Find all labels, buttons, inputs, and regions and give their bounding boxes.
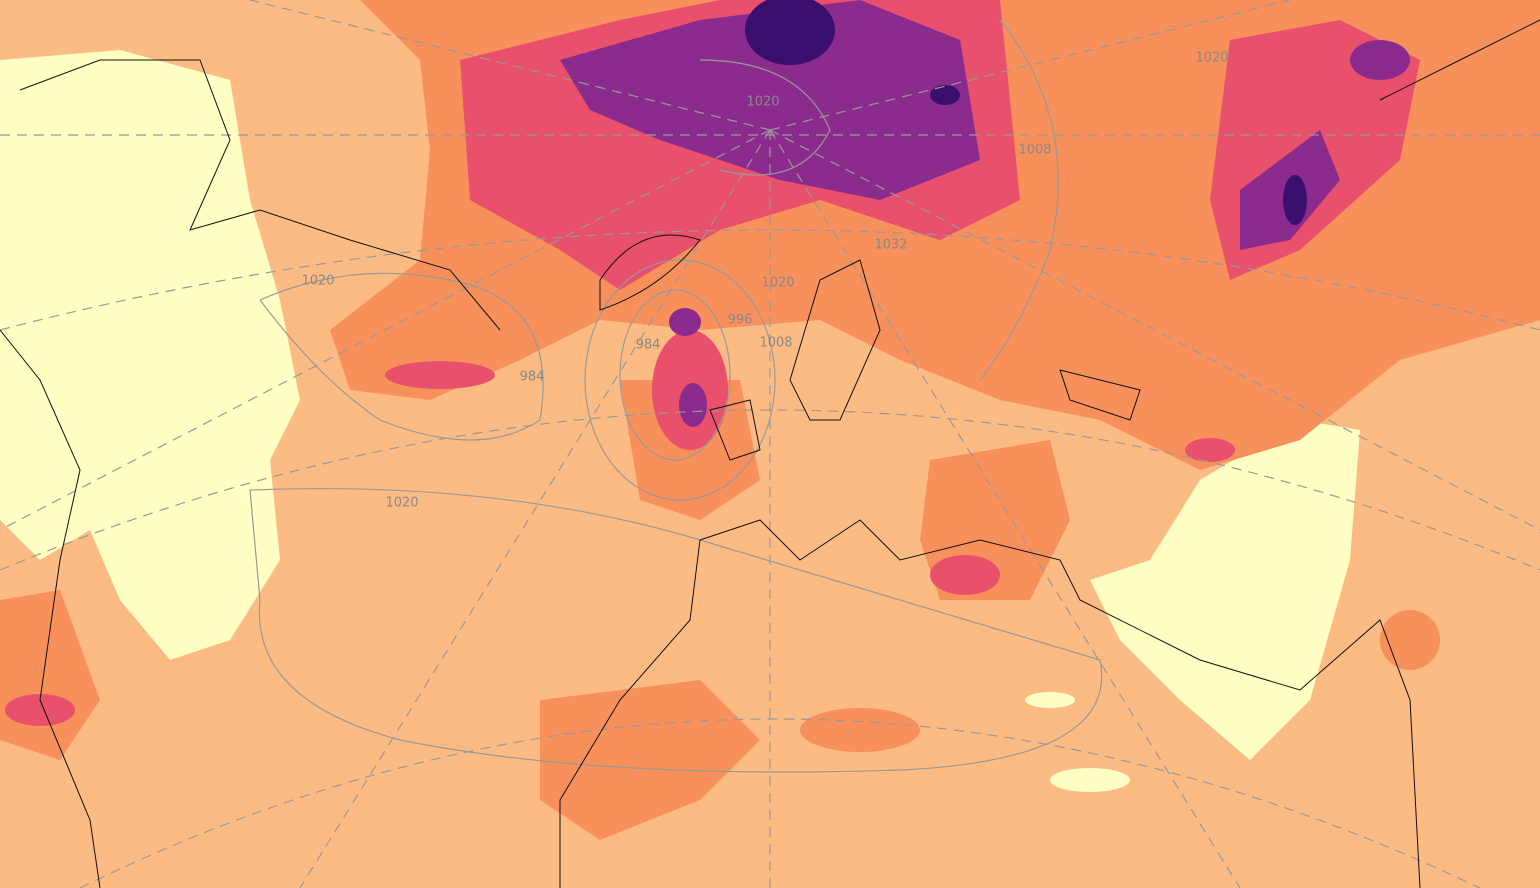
- intense-rain-area: [679, 383, 707, 427]
- coastline: [1059, 369, 1141, 421]
- extreme-rain-area: [930, 85, 960, 105]
- intense-rain-area: [560, 0, 980, 200]
- coastline: [19, 59, 501, 331]
- graticule-line: [299, 129, 771, 888]
- isobar-label: 1020: [385, 496, 418, 511]
- coastline: [0, 329, 101, 888]
- intense-rain-area: [669, 308, 701, 336]
- isobar-label: 984: [520, 370, 545, 385]
- heavy-rain-area: [385, 361, 495, 389]
- pale-regions: [0, 50, 1360, 792]
- isobar: [979, 19, 1059, 381]
- coastline: [699, 519, 1421, 888]
- heavy-rain-area: [930, 555, 1000, 595]
- rain-area: [1380, 610, 1440, 670]
- pale-area: [1025, 692, 1075, 708]
- isobar-labels: 1020 1020 1020 1020 1008 1008 996 984 1032 1020 98…: [301, 51, 1228, 511]
- isobar-label: 996: [728, 313, 753, 328]
- pale-area: [1050, 768, 1130, 792]
- isobar-label: 1020: [761, 276, 794, 291]
- coastline: [559, 539, 701, 888]
- rain-area: [540, 680, 760, 840]
- isobar: [699, 59, 831, 176]
- isobar-label: 1008: [1018, 143, 1051, 158]
- isobar-label: 1008: [759, 336, 792, 351]
- isobar-label: 984: [636, 338, 661, 353]
- graticule-line: [769, 0, 1291, 131]
- extreme-rain-area: [1283, 175, 1307, 225]
- isobar-label: 1020: [746, 95, 779, 110]
- coastline: [599, 234, 701, 311]
- graticule-line: [769, 129, 1241, 888]
- pale-area: [0, 50, 300, 660]
- isobars: [249, 19, 1103, 773]
- isobar-label: 1020: [301, 274, 334, 289]
- isobar-label: 1032: [874, 238, 907, 253]
- graticule-line: [79, 718, 1481, 888]
- graticule-line: [769, 129, 1540, 531]
- intense-rain-area: [1350, 40, 1410, 80]
- extreme-regions: [745, 0, 1307, 225]
- graticule-line: [249, 0, 771, 131]
- heavy-rain-area: [5, 694, 75, 726]
- coastline: [709, 259, 881, 461]
- graticule-line: [0, 129, 771, 531]
- coastline: [1379, 19, 1540, 101]
- extreme-rain-area: [745, 0, 835, 65]
- isobar: [584, 259, 776, 501]
- isobar: [249, 487, 1103, 773]
- isobar: [259, 272, 544, 441]
- isobar: [619, 289, 731, 461]
- pale-area: [1090, 420, 1360, 760]
- rain-area: [800, 708, 920, 752]
- heavy-rain-area: [1185, 438, 1235, 462]
- coastlines: [0, 19, 1540, 888]
- isobar-label: 1020: [1195, 51, 1228, 66]
